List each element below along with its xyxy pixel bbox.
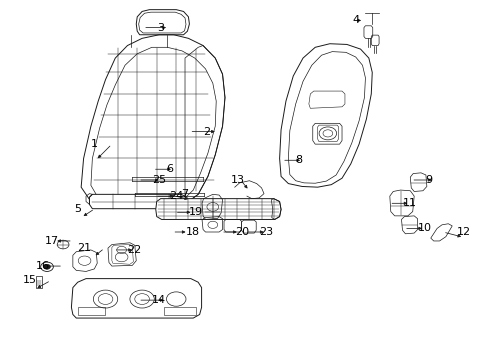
Text: 23: 23 [259, 227, 273, 237]
Text: 8: 8 [295, 155, 302, 165]
Text: 7: 7 [181, 189, 188, 199]
Text: 19: 19 [188, 207, 202, 217]
Polygon shape [89, 194, 186, 209]
Text: 13: 13 [230, 175, 244, 185]
Text: 17: 17 [45, 236, 59, 246]
Text: 4: 4 [351, 15, 358, 26]
Text: 14: 14 [152, 295, 165, 305]
Text: 12: 12 [456, 227, 470, 237]
Text: 22: 22 [127, 245, 142, 255]
Text: 9: 9 [424, 175, 431, 185]
Text: 10: 10 [417, 224, 431, 233]
Text: 20: 20 [234, 227, 248, 237]
Polygon shape [156, 199, 281, 220]
Text: 16: 16 [36, 261, 49, 271]
Text: 25: 25 [152, 175, 165, 185]
Bar [163, 307, 195, 315]
Bar [78, 307, 104, 315]
Text: 18: 18 [185, 227, 200, 237]
Text: 6: 6 [166, 164, 173, 174]
Text: 15: 15 [23, 275, 37, 285]
Text: 24: 24 [168, 191, 183, 201]
Text: 1: 1 [91, 139, 98, 149]
Text: 2: 2 [203, 127, 210, 136]
Text: 3: 3 [157, 23, 163, 33]
Polygon shape [71, 279, 201, 318]
Text: 5: 5 [74, 204, 81, 214]
Circle shape [43, 264, 50, 269]
Text: 11: 11 [402, 198, 416, 208]
Text: 21: 21 [77, 243, 91, 253]
Bar [36, 276, 41, 288]
